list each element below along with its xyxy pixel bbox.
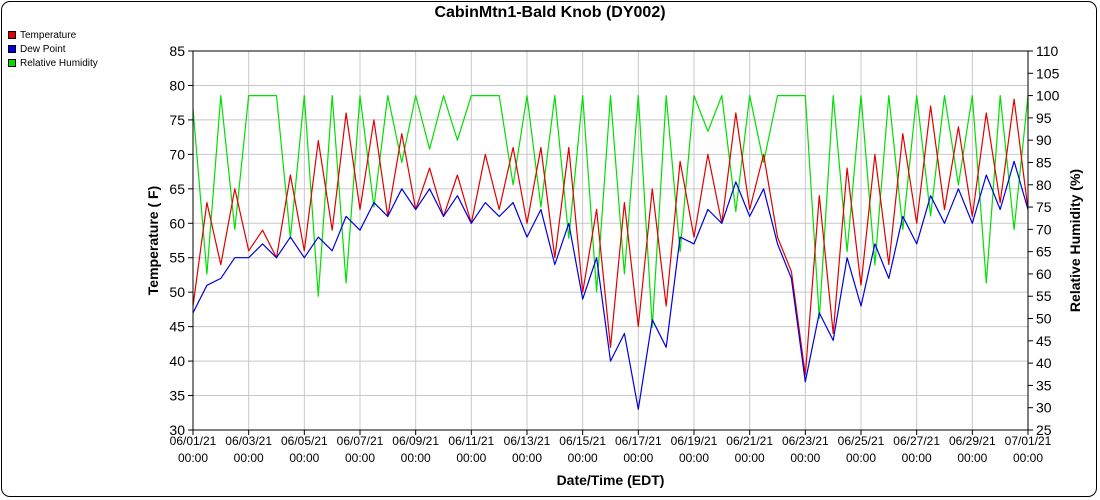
x-tick-label-time: 00:00: [846, 451, 876, 465]
x-tick-label-date: 06/01/21: [170, 434, 217, 448]
grid: [192, 50, 1029, 431]
y2-tick-label: 30: [1036, 400, 1052, 416]
relative-humidity-line: [192, 94, 1029, 328]
y2-tick-label: 80: [1036, 177, 1052, 193]
x-tick-label-date: 06/21/21: [726, 434, 773, 448]
x-tick-label-time: 00:00: [1013, 451, 1043, 465]
y-tick-label: 55: [169, 250, 185, 266]
legend-item-temperature: Temperature: [8, 28, 98, 42]
y2-tick-label: 90: [1036, 132, 1052, 148]
x-tick-label-time: 00:00: [902, 451, 932, 465]
x-tick-label-time: 00:00: [568, 451, 598, 465]
x-tick-label-time: 00:00: [623, 451, 653, 465]
y2-tick-label: 95: [1036, 110, 1052, 126]
y-tick-label: 80: [169, 77, 185, 93]
x-tick-label-date: 07/01/21: [1005, 434, 1052, 448]
x-axis-label: Date/Time (EDT): [557, 472, 665, 488]
chart-title: CabinMtn1-Bald Knob (DY002): [434, 4, 666, 21]
y-axis-label: Temperature ( F): [145, 186, 161, 295]
legend-swatch: [8, 59, 16, 67]
y2-tick-label: 75: [1036, 199, 1052, 215]
y2-tick-label: 25: [1036, 422, 1052, 438]
x-tick-label-time: 00:00: [234, 451, 264, 465]
y-axis-ticks: 30 35 40 45 50 55 60 65 70 75 80 85: [169, 43, 193, 438]
x-tick-label-time: 00:00: [679, 451, 709, 465]
y-tick-label: 50: [169, 284, 185, 300]
x-tick-label-time: 00:00: [790, 451, 820, 465]
y-tick-label: 30: [169, 422, 185, 438]
y2-tick-label: 110: [1036, 43, 1059, 59]
y-tick-label: 65: [169, 181, 185, 197]
plot-border: [192, 50, 1029, 431]
x-tick-label-date: 06/15/21: [559, 434, 606, 448]
dew-point-line: [192, 160, 1029, 410]
x-tick-label-date: 06/09/21: [392, 434, 439, 448]
y-tick-label: 45: [169, 319, 185, 335]
x-tick-label-date: 06/27/21: [893, 434, 940, 448]
x-tick-label-date: 06/19/21: [671, 434, 718, 448]
y-tick-label: 70: [169, 146, 185, 162]
temperature-line: [192, 98, 1029, 376]
legend-item-dew-point: Dew Point: [8, 42, 98, 56]
y-tick-label: 60: [169, 215, 185, 231]
y2-tick-label: 70: [1036, 221, 1052, 237]
x-tick-label-time: 00:00: [178, 451, 208, 465]
x-tick-label-date: 06/29/21: [949, 434, 996, 448]
y2-tick-label: 40: [1036, 355, 1052, 371]
legend-item-relative-humidity: Relative Humidity: [8, 56, 98, 70]
legend-label: Dew Point: [20, 43, 66, 55]
legend: Temperature Dew Point Relative Humidity: [8, 28, 98, 70]
y-tick-label: 75: [169, 112, 185, 128]
x-tick-label-date: 06/11/21: [448, 434, 494, 448]
y2-tick-label: 50: [1036, 311, 1052, 327]
x-tick-label-date: 06/23/21: [782, 434, 829, 448]
legend-label: Relative Humidity: [20, 57, 98, 69]
x-tick-label-time: 00:00: [735, 451, 765, 465]
y-tick-label: 40: [169, 353, 185, 369]
x-tick-label-date: 06/05/21: [281, 434, 328, 448]
series-lines: [192, 94, 1029, 410]
x-tick-label-date: 06/03/21: [225, 434, 272, 448]
y2-tick-label: 55: [1036, 288, 1052, 304]
legend-swatch: [8, 31, 16, 39]
x-tick-label-time: 00:00: [345, 451, 375, 465]
plot-area: [193, 51, 1028, 430]
y-tick-label: 85: [169, 43, 185, 59]
legend-label: Temperature: [20, 29, 77, 41]
x-tick-label-date: 06/25/21: [838, 434, 885, 448]
x-tick-label-date: 06/13/21: [504, 434, 551, 448]
x-tick-label-time: 00:00: [512, 451, 542, 465]
legend-swatch: [8, 45, 16, 53]
y2-axis-ticks: 25 30 35 40 45 50 55 60 65 70 75 80 85 90 95 100 105 110: [1028, 43, 1060, 438]
y2-tick-label: 105: [1036, 65, 1060, 81]
x-axis-ticks: 06/01/21 00:00 06/03/21 00:00 06/05/21 00:00 0…: [170, 430, 1052, 465]
x-tick-label-time: 00:00: [456, 451, 486, 465]
y2-tick-label: 60: [1036, 266, 1052, 282]
x-tick-label-time: 00:00: [957, 451, 987, 465]
y2-tick-label: 45: [1036, 333, 1052, 349]
x-tick-label-time: 00:00: [401, 451, 431, 465]
y2-axis-label: Relative Humidity (%): [1067, 169, 1083, 312]
x-tick-label-time: 00:00: [289, 451, 319, 465]
x-tick-label-date: 06/07/21: [337, 434, 384, 448]
x-tick-label-date: 06/17/21: [615, 434, 662, 448]
y2-tick-label: 100: [1036, 88, 1060, 104]
y2-tick-label: 85: [1036, 154, 1052, 170]
y2-tick-label: 35: [1036, 377, 1052, 393]
y2-tick-label: 65: [1036, 244, 1052, 260]
y-tick-label: 35: [169, 388, 185, 404]
